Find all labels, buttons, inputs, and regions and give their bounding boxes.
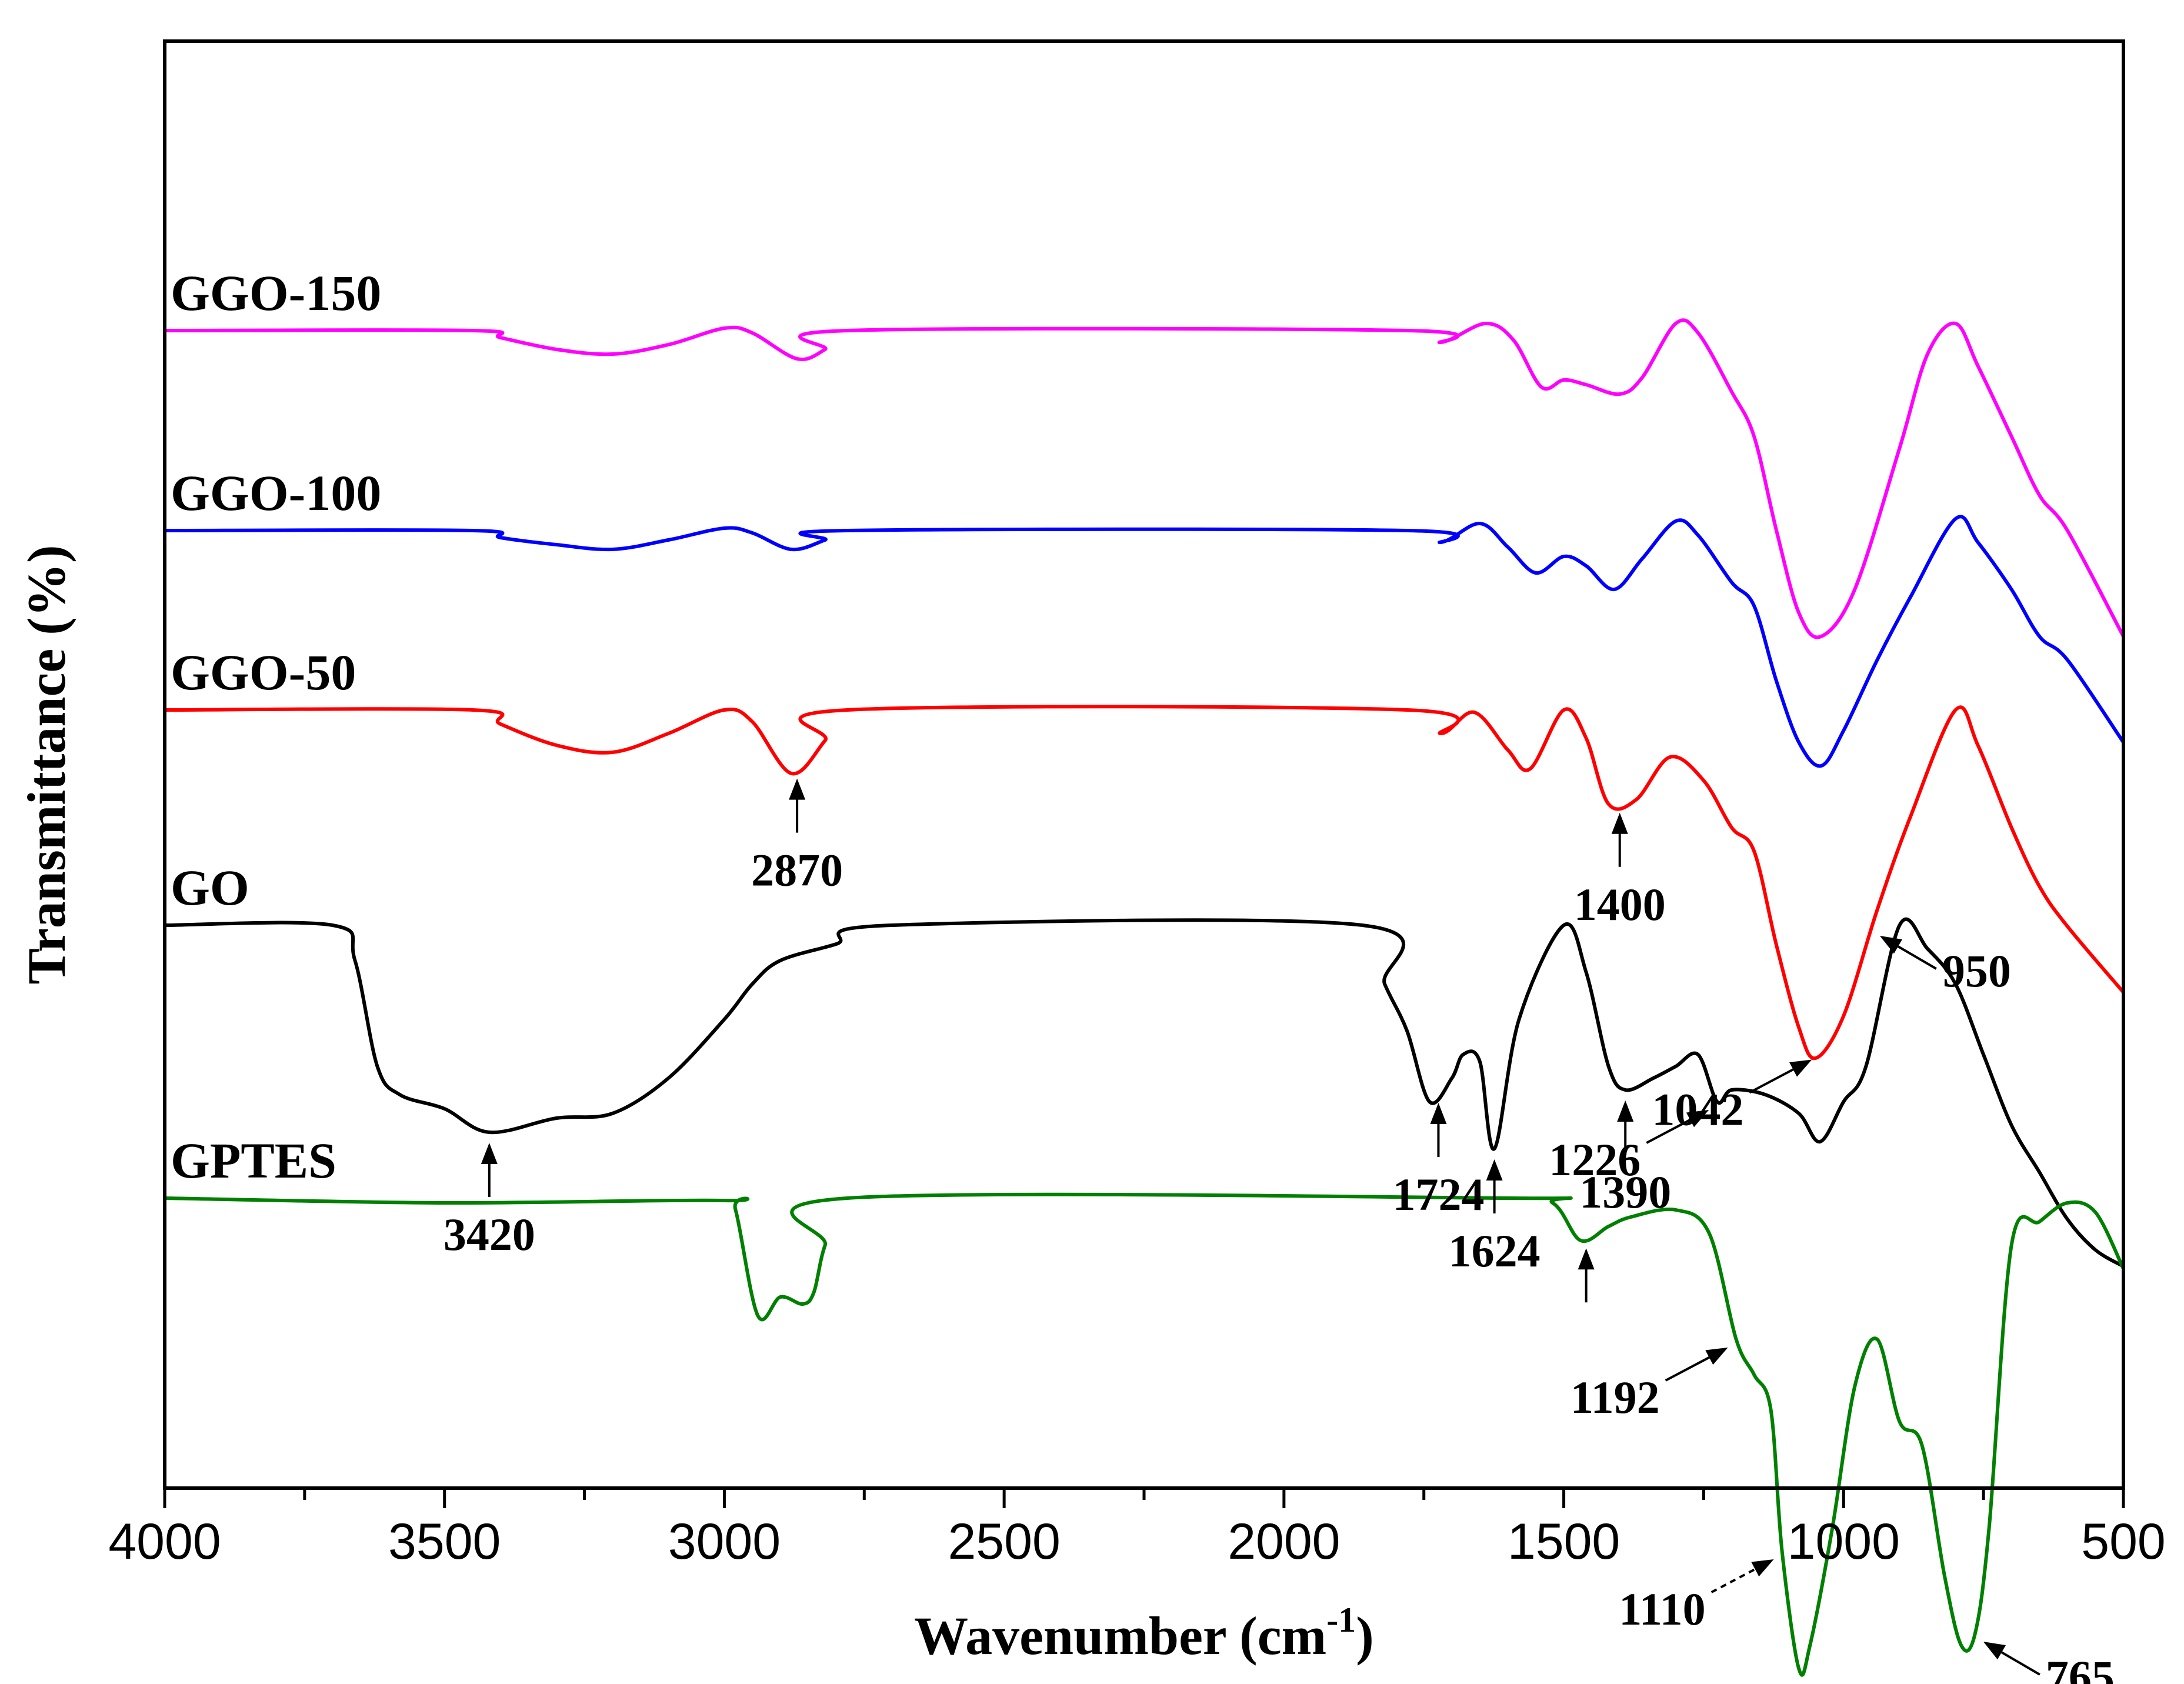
series-label-ggo-150: GGO-150 bbox=[171, 265, 381, 321]
annotation-arrowhead bbox=[1617, 1101, 1634, 1122]
annotation-2870: 2870 bbox=[751, 778, 843, 896]
annotation-1400: 1400 bbox=[1574, 812, 1666, 930]
annotation-arrow-shaft bbox=[1749, 1068, 1794, 1094]
annotation-1192: 1192 bbox=[1571, 1348, 1728, 1423]
series-label-go: GO bbox=[171, 859, 249, 916]
annotation-label: 1226 bbox=[1549, 1134, 1640, 1185]
annotation-1110: 1110 bbox=[1619, 1559, 1774, 1635]
x-axis-title-superscript: -1 bbox=[1326, 1600, 1356, 1639]
annotation-950: 950 bbox=[1879, 936, 2011, 996]
annotation-label: 2870 bbox=[751, 845, 843, 896]
series-line-gptes bbox=[164, 1192, 2125, 1677]
annotation-arrowhead bbox=[1686, 1110, 1709, 1128]
annotation-label: 1724 bbox=[1392, 1169, 1484, 1220]
annotation-arrow-shaft bbox=[1710, 1568, 1756, 1593]
annotation-unlabeled-9 bbox=[1578, 1248, 1595, 1303]
annotation-label: 950 bbox=[1942, 945, 2011, 996]
annotation-label: 1042 bbox=[1652, 1083, 1743, 1135]
annotation-label: 1400 bbox=[1574, 879, 1666, 930]
annotation-label: 765 bbox=[2046, 1651, 2115, 1684]
x-axis-ticks: 4000 3500 3000 2500 2000 1500 1000 500 bbox=[108, 1488, 2166, 1570]
annotation-arrow-shaft bbox=[2000, 1651, 2040, 1676]
annotation-label: 1390 bbox=[1579, 1166, 1671, 1218]
x-axis-title-main: Wavenumber (cm bbox=[914, 1606, 1326, 1666]
series-line-ggo-100 bbox=[164, 515, 2125, 768]
x-tick-label: 3000 bbox=[668, 1513, 781, 1570]
annotation-arrowhead bbox=[481, 1143, 498, 1164]
series-line-ggo-150 bbox=[164, 318, 2125, 639]
x-tick-label: 1000 bbox=[1788, 1513, 1900, 1570]
annotation-label: 1192 bbox=[1571, 1372, 1660, 1423]
annotation-label: 1624 bbox=[1449, 1225, 1541, 1276]
annotation-arrowhead bbox=[1578, 1248, 1595, 1270]
annotation-3420: 3420 bbox=[444, 1143, 535, 1260]
annotation-arrowhead bbox=[1983, 1642, 2006, 1660]
x-tick-label: 1500 bbox=[1508, 1513, 1620, 1570]
x-tick-label: 4000 bbox=[108, 1513, 221, 1570]
annotation-label: 1110 bbox=[1619, 1583, 1705, 1635]
series-label-ggo-100: GGO-100 bbox=[171, 465, 381, 521]
y-axis-title: Transmittance (%) bbox=[16, 545, 76, 985]
x-tick-label: 2500 bbox=[948, 1513, 1060, 1570]
x-tick-label: 500 bbox=[2081, 1513, 2166, 1570]
series-line-ggo-50 bbox=[164, 705, 2125, 1061]
annotation-arrow-shaft bbox=[1665, 1356, 1710, 1382]
annotation-arrow-shaft bbox=[1646, 1119, 1691, 1144]
annotation-1042: 1042 bbox=[1652, 1059, 1812, 1135]
annotation-1724: 1724 bbox=[1392, 1103, 1484, 1220]
x-tick-label: 2000 bbox=[1228, 1513, 1340, 1570]
annotation-arrowhead bbox=[1611, 812, 1628, 834]
series-label-gptes: GPTES bbox=[171, 1132, 336, 1189]
annotation-1226: 1226 bbox=[1549, 1110, 1709, 1185]
annotation-1390: 1390 bbox=[1579, 1101, 1671, 1218]
annotation-label: 3420 bbox=[444, 1209, 535, 1260]
annotation-arrowhead bbox=[1430, 1103, 1447, 1124]
annotation-arrowhead bbox=[1789, 1059, 1812, 1077]
x-axis-title: Wavenumber (cm-1) bbox=[914, 1600, 1374, 1666]
annotation-arrowhead bbox=[1705, 1348, 1728, 1365]
annotation-1624: 1624 bbox=[1449, 1159, 1541, 1276]
x-tick-label: 3500 bbox=[388, 1513, 501, 1570]
annotation-arrow-shaft bbox=[1897, 945, 1937, 970]
annotation-arrowhead bbox=[1486, 1159, 1503, 1181]
annotation-arrowhead bbox=[1879, 936, 1903, 954]
x-axis-title-close: ) bbox=[1356, 1606, 1374, 1666]
series-label-ggo-50: GGO-50 bbox=[171, 644, 356, 701]
annotation-arrowhead bbox=[1751, 1559, 1774, 1577]
annotation-arrowhead bbox=[789, 778, 806, 800]
annotation-765: 765 bbox=[1983, 1642, 2115, 1684]
